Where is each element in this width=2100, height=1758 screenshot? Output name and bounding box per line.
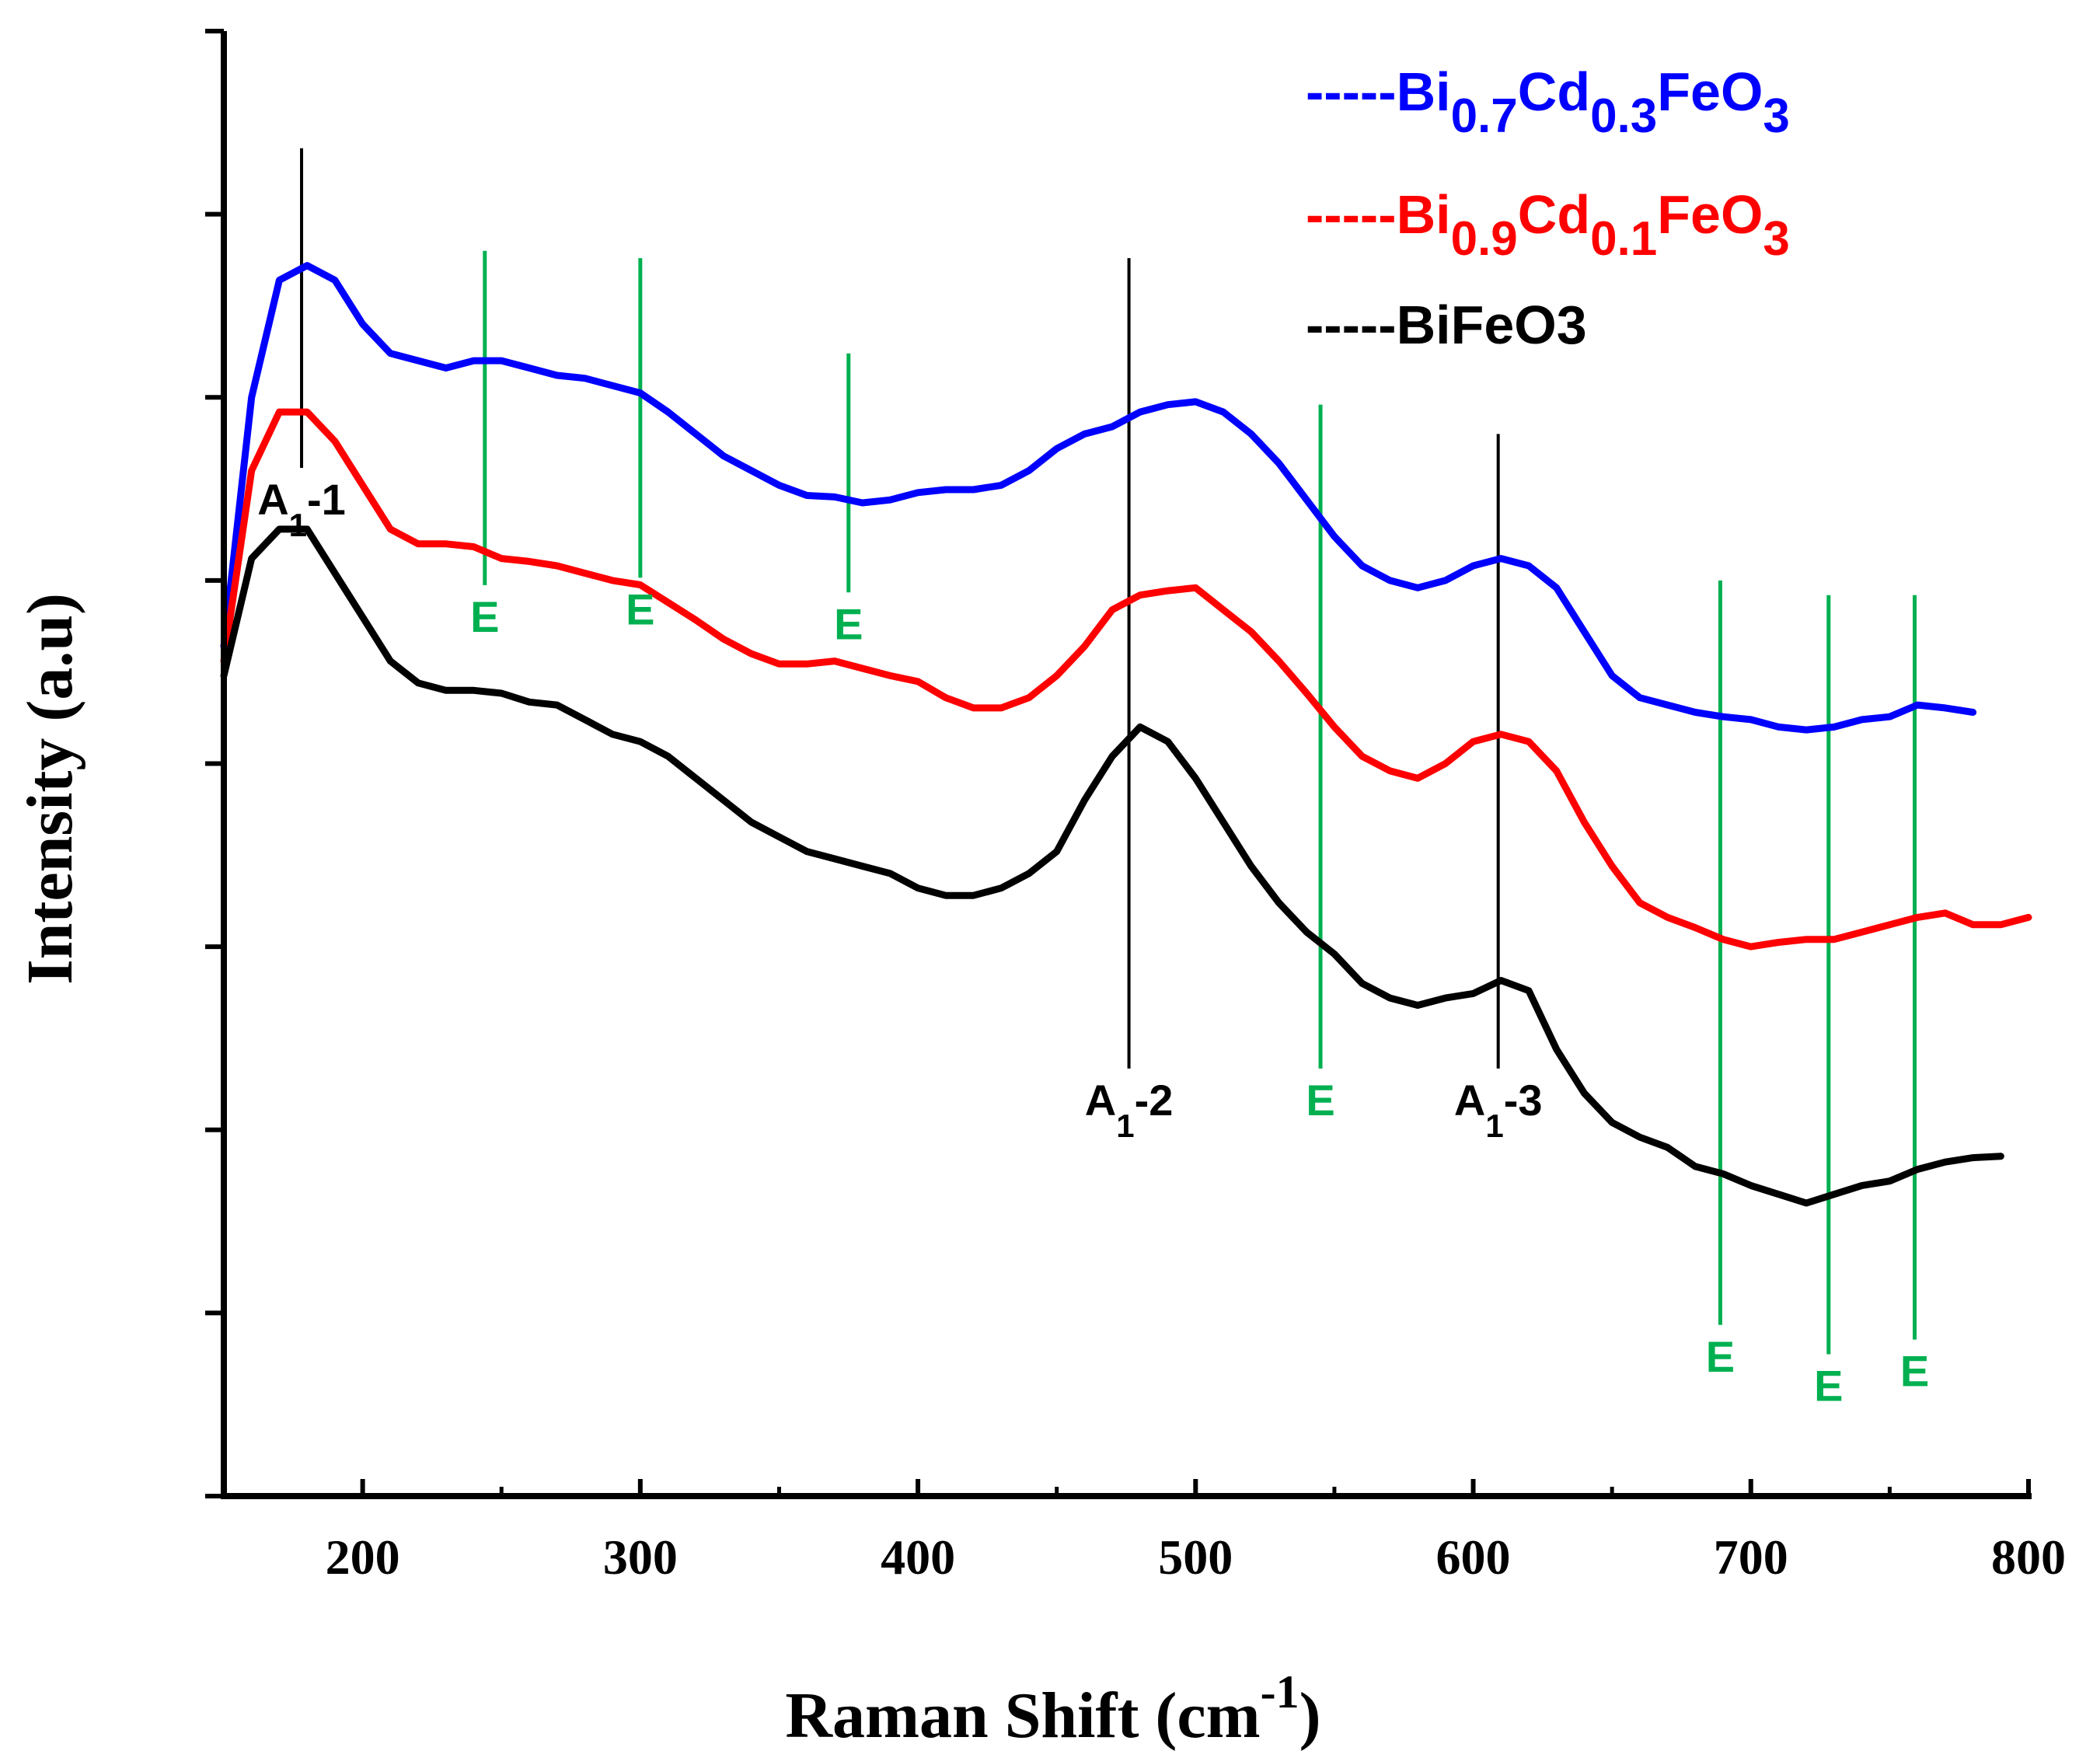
legend-entry-2: -----BiFeO3 [1306, 295, 1587, 355]
mode-label-e: E [470, 592, 499, 641]
series-line-2 [220, 525, 2004, 1207]
x-tick-label: 800 [1991, 1530, 2066, 1585]
x-axis-title: Raman Shift (cm-1) [785, 1666, 1320, 1752]
x-tick-label: 500 [1158, 1530, 1233, 1585]
series-line-0 [220, 262, 1977, 734]
x-tick-label: 200 [326, 1530, 400, 1585]
legend-entry-0: -----Bi0.7Cd0.3FeO3 [1306, 61, 1790, 143]
x-tick-label: 700 [1714, 1530, 1788, 1585]
x-tick-label: 600 [1436, 1530, 1511, 1585]
mode-label-e: E [1306, 1076, 1334, 1125]
series-line-1 [220, 408, 2032, 951]
axes-layer: 200 300 400 500 600 700 800 [205, 29, 2066, 1585]
x-tick-label: 300 [603, 1530, 678, 1585]
mode-labels-layer: A1-1 A1-2 A1-3 E E E E E E E [257, 475, 1929, 1410]
mode-label-e: E [1814, 1361, 1843, 1410]
mode-label-e: E [1706, 1332, 1735, 1381]
legend: -----Bi0.7Cd0.3FeO3 -----Bi0.9Cd0.1FeO3 --… [1306, 61, 1790, 355]
mode-label-a1: A1-3 [1454, 1076, 1543, 1144]
mode-label-e: E [626, 584, 654, 633]
y-axis-title: Intensity (a.u) [14, 593, 86, 985]
mode-label-a1: A1-1 [257, 475, 346, 543]
mode-label-e: E [1900, 1347, 1929, 1396]
x-tick-label: 400 [881, 1530, 955, 1585]
legend-entry-1: -----Bi0.9Cd0.1FeO3 [1306, 184, 1790, 266]
series-layer [220, 262, 2032, 1207]
mode-label-e: E [834, 599, 863, 648]
mode-label-a1: A1-2 [1085, 1076, 1174, 1144]
mode-lines-layer [300, 148, 1917, 1355]
